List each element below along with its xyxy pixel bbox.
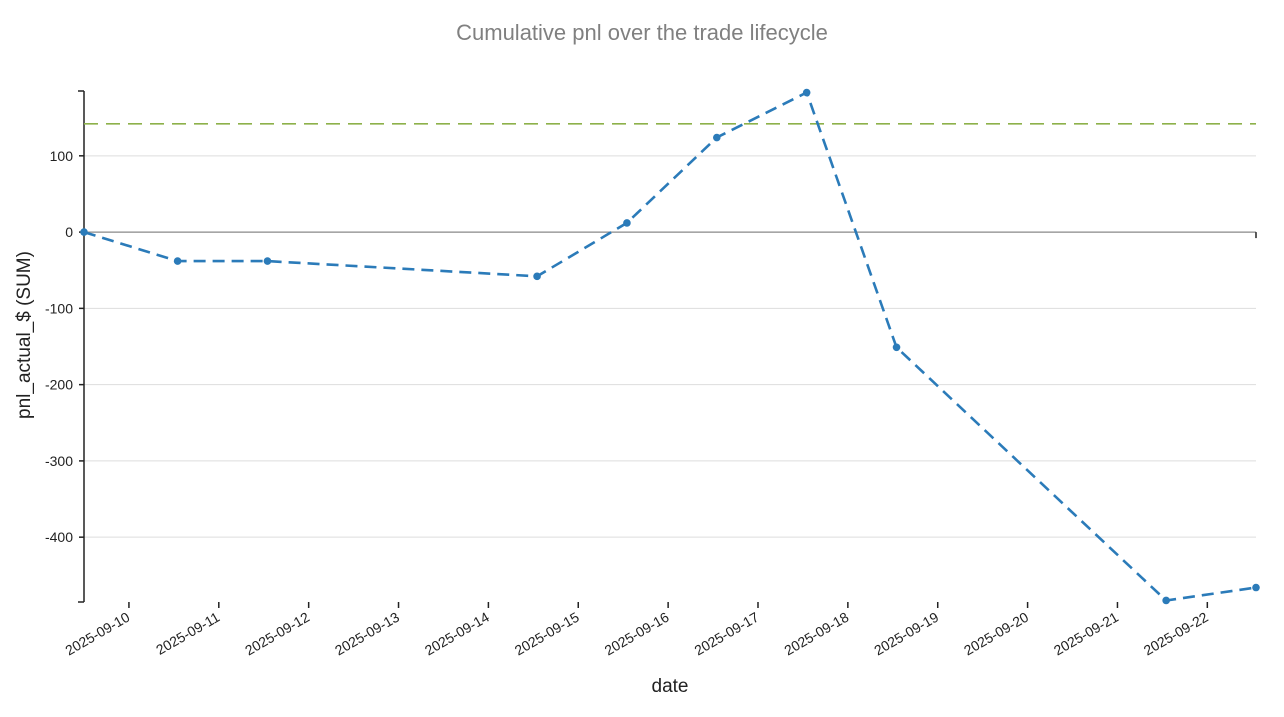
y-tick-label: -100 (45, 300, 73, 316)
y-tick-label: 0 (65, 224, 73, 240)
x-axis-label: date (652, 676, 689, 697)
axes (83, 91, 1256, 602)
y-axis-ticks: 100 0 -100 -200 -300 -400 (45, 90, 1257, 603)
x-tick-label: 2025-09-13 (332, 609, 402, 659)
x-tick-label: 2025-09-15 (512, 609, 582, 659)
data-point (533, 272, 541, 281)
y-axis-label: pnl_actual_$ (SUM) (14, 251, 35, 419)
data-point (263, 257, 272, 265)
data-point (1252, 583, 1260, 592)
y-tick-label: -400 (45, 529, 73, 545)
x-tick-label: 2025-09-10 (62, 609, 132, 659)
x-tick-label: 2025-09-19 (871, 609, 941, 659)
x-tick-label: 2025-09-11 (153, 609, 222, 658)
data-point (80, 228, 88, 236)
x-tick-label: 2025-09-16 (602, 609, 672, 659)
series-line (83, 90, 1257, 602)
gridlines (84, 155, 1256, 538)
data-point (713, 133, 721, 142)
y-tick-label: 100 (50, 148, 74, 164)
y-tick-label: -200 (45, 377, 73, 393)
x-tick-label: 2025-09-20 (961, 609, 1031, 659)
data-point (892, 343, 901, 352)
chart-title: Cumulative pnl over the trade lifecycle (456, 20, 828, 45)
x-tick-label: 2025-09-14 (422, 609, 492, 659)
data-point (1162, 596, 1170, 605)
y-tick-label: -300 (45, 453, 73, 469)
x-tick-label: 2025-09-22 (1141, 609, 1211, 659)
data-point (173, 257, 182, 265)
x-tick-label: 2025-09-18 (781, 609, 851, 659)
data-point (623, 219, 631, 227)
x-tick-label: 2025-09-12 (242, 609, 312, 659)
x-tick-label: 2025-09-21 (1051, 609, 1121, 659)
series-group (80, 88, 1260, 605)
x-axis-ticks: 2025-09-10 2025-09-11 2025-09-12 2025-09-13… (62, 602, 1211, 658)
x-tick-label: 2025-09-17 (691, 609, 761, 659)
data-point (802, 88, 811, 97)
